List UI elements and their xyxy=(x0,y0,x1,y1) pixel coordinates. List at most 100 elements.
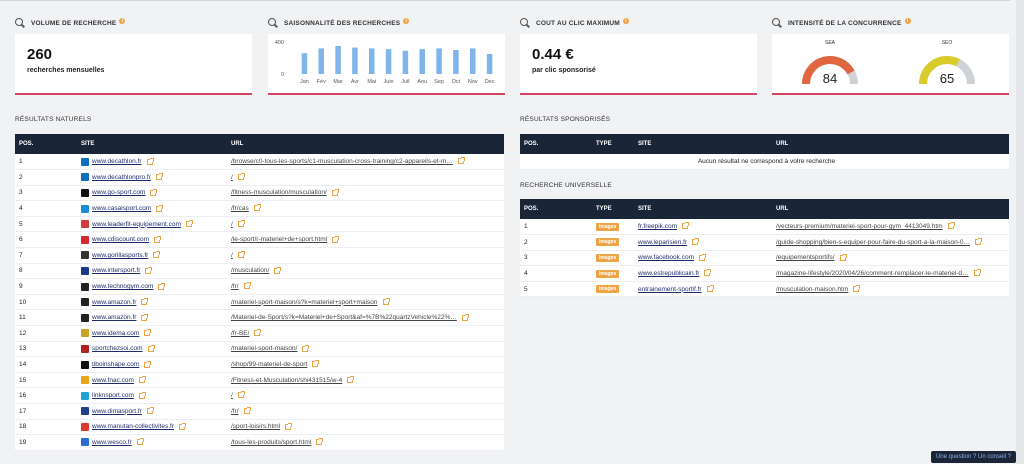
external-link-icon[interactable] xyxy=(150,188,158,196)
url-link[interactable]: /materiel-sport-maison/ xyxy=(231,345,298,353)
external-link-icon[interactable] xyxy=(704,269,712,277)
site-link[interactable]: www.technogym.com xyxy=(92,283,154,291)
site-link[interactable]: sportchezsoi.com xyxy=(92,345,143,353)
bar[interactable] xyxy=(419,49,426,74)
external-link-icon[interactable] xyxy=(302,344,310,352)
external-link-icon[interactable] xyxy=(692,238,700,246)
bar[interactable] xyxy=(385,49,392,74)
external-link-icon[interactable] xyxy=(138,376,146,384)
external-link-icon[interactable] xyxy=(316,438,324,446)
site-link[interactable]: www.amazon.fr xyxy=(92,314,137,322)
site-link[interactable]: www.gorillasports.fr xyxy=(92,251,149,259)
bar[interactable] xyxy=(335,46,341,74)
url-link[interactable]: /fr/ xyxy=(231,407,239,415)
external-link-icon[interactable] xyxy=(839,253,847,261)
scrollbar[interactable] xyxy=(1016,0,1024,464)
external-link-icon[interactable] xyxy=(153,251,161,259)
external-link-icon[interactable] xyxy=(285,422,293,430)
external-link-icon[interactable] xyxy=(147,344,155,352)
site-link[interactable]: www.casalsport.com xyxy=(92,205,152,213)
site-link[interactable]: fr.freepik.com xyxy=(638,223,678,231)
site-link[interactable]: www.idema.com xyxy=(92,329,140,337)
external-link-icon[interactable] xyxy=(185,220,193,228)
url-link[interactable]: / xyxy=(231,173,233,181)
url-link[interactable]: / xyxy=(231,392,233,400)
external-link-icon[interactable] xyxy=(145,266,153,274)
site-link[interactable]: entrainement-sportif.fr xyxy=(638,285,702,293)
external-link-icon[interactable] xyxy=(141,313,149,321)
url-link[interactable]: /guide-shopping/bien-s-equiper-pour-fair… xyxy=(776,238,971,246)
info-icon[interactable]: i xyxy=(119,18,126,24)
external-link-icon[interactable] xyxy=(706,284,714,292)
url-link[interactable]: /le-sport/r-materiel+de+sport.html xyxy=(231,236,328,244)
url-link[interactable]: /browse/c0-tous-les-sports/c1-musculatio… xyxy=(231,158,453,166)
site-link[interactable]: tiboinshape.com xyxy=(92,361,140,369)
external-link-icon[interactable] xyxy=(347,375,355,383)
external-link-icon[interactable] xyxy=(154,235,162,243)
external-link-icon[interactable] xyxy=(146,157,154,165)
url-link[interactable]: /fitness-musculation/musculation/ xyxy=(231,189,327,197)
site-link[interactable]: www.fnac.com xyxy=(92,376,134,384)
external-link-icon[interactable] xyxy=(332,235,340,243)
site-link[interactable]: www.cdiscount.com xyxy=(92,236,150,244)
external-link-icon[interactable] xyxy=(136,438,144,446)
external-link-icon[interactable] xyxy=(457,157,465,165)
site-link[interactable]: www.wesco.fr xyxy=(92,438,132,446)
info-icon[interactable]: i xyxy=(622,18,629,24)
external-link-icon[interactable] xyxy=(243,282,251,290)
external-link-icon[interactable] xyxy=(274,266,282,274)
external-link-icon[interactable] xyxy=(253,204,261,212)
external-link-icon[interactable] xyxy=(243,407,251,415)
site-link[interactable]: www.amazon.fr xyxy=(92,298,137,306)
external-link-icon[interactable] xyxy=(179,422,186,430)
external-link-icon[interactable] xyxy=(144,360,152,368)
site-link[interactable]: linknsport.com xyxy=(92,392,134,400)
external-link-icon[interactable] xyxy=(331,188,339,196)
url-link[interactable]: /vecteurs-premium/materiel-sport-pour-gy… xyxy=(776,223,943,231)
bar[interactable] xyxy=(352,47,358,74)
external-link-icon[interactable] xyxy=(155,173,163,181)
url-link[interactable]: /musculation/ xyxy=(231,267,270,275)
url-link[interactable]: /fr/cas xyxy=(231,205,249,213)
external-link-icon[interactable] xyxy=(138,391,146,399)
external-link-icon[interactable] xyxy=(158,282,166,290)
url-link[interactable]: / xyxy=(231,220,233,228)
site-link[interactable]: www.decathlon.fr xyxy=(92,158,142,166)
external-link-icon[interactable] xyxy=(973,269,981,277)
site-link[interactable]: www.dimasport.fr xyxy=(92,407,142,415)
external-link-icon[interactable] xyxy=(237,173,245,181)
site-link[interactable]: www.leaderfit-equipement.com xyxy=(92,220,181,228)
bar[interactable] xyxy=(402,50,409,74)
external-link-icon[interactable] xyxy=(146,407,154,415)
url-link[interactable]: / xyxy=(231,251,233,259)
bar[interactable] xyxy=(470,48,476,74)
external-link-icon[interactable] xyxy=(975,238,983,246)
url-link[interactable]: /Materiel-de-Sport/s?k=Materiel+de+Sport… xyxy=(231,314,457,322)
site-link[interactable]: www.facebook.com xyxy=(638,254,694,262)
url-link[interactable]: /materiel-sport-maison/s?k=materiel+spor… xyxy=(231,298,378,306)
external-link-icon[interactable] xyxy=(382,297,390,305)
bar[interactable] xyxy=(369,48,375,74)
external-link-icon[interactable] xyxy=(699,253,706,261)
site-link[interactable]: www.go-sport.com xyxy=(92,189,146,197)
url-link[interactable]: /musculation-maison.htm xyxy=(776,285,849,293)
info-icon[interactable]: i xyxy=(904,18,911,24)
url-link[interactable]: /sport-loisirs.html xyxy=(231,423,281,431)
external-link-icon[interactable] xyxy=(947,222,955,230)
url-link[interactable]: /equipementsportifs/ xyxy=(776,254,835,262)
external-link-icon[interactable] xyxy=(853,284,861,292)
bar[interactable] xyxy=(318,48,325,74)
url-link[interactable]: /Fitness-et-Musculation/shi431515/w-4 xyxy=(231,376,343,384)
url-link[interactable]: /shop/99-materiel-de-sport xyxy=(231,361,308,369)
bar[interactable] xyxy=(453,50,459,74)
external-link-icon[interactable] xyxy=(682,222,690,230)
url-link[interactable]: /tous-les-produits/sport.html xyxy=(231,438,312,446)
bar[interactable] xyxy=(486,54,493,74)
help-button[interactable]: Une question ? Un conseil ? xyxy=(930,451,1016,463)
site-link[interactable]: www.estrepublicain.fr xyxy=(638,270,700,278)
site-link[interactable]: www.decathlonpro.fr xyxy=(92,173,151,181)
external-link-icon[interactable] xyxy=(312,360,320,368)
external-link-icon[interactable] xyxy=(141,298,149,306)
external-link-icon[interactable] xyxy=(237,251,245,259)
bar[interactable] xyxy=(301,53,308,74)
